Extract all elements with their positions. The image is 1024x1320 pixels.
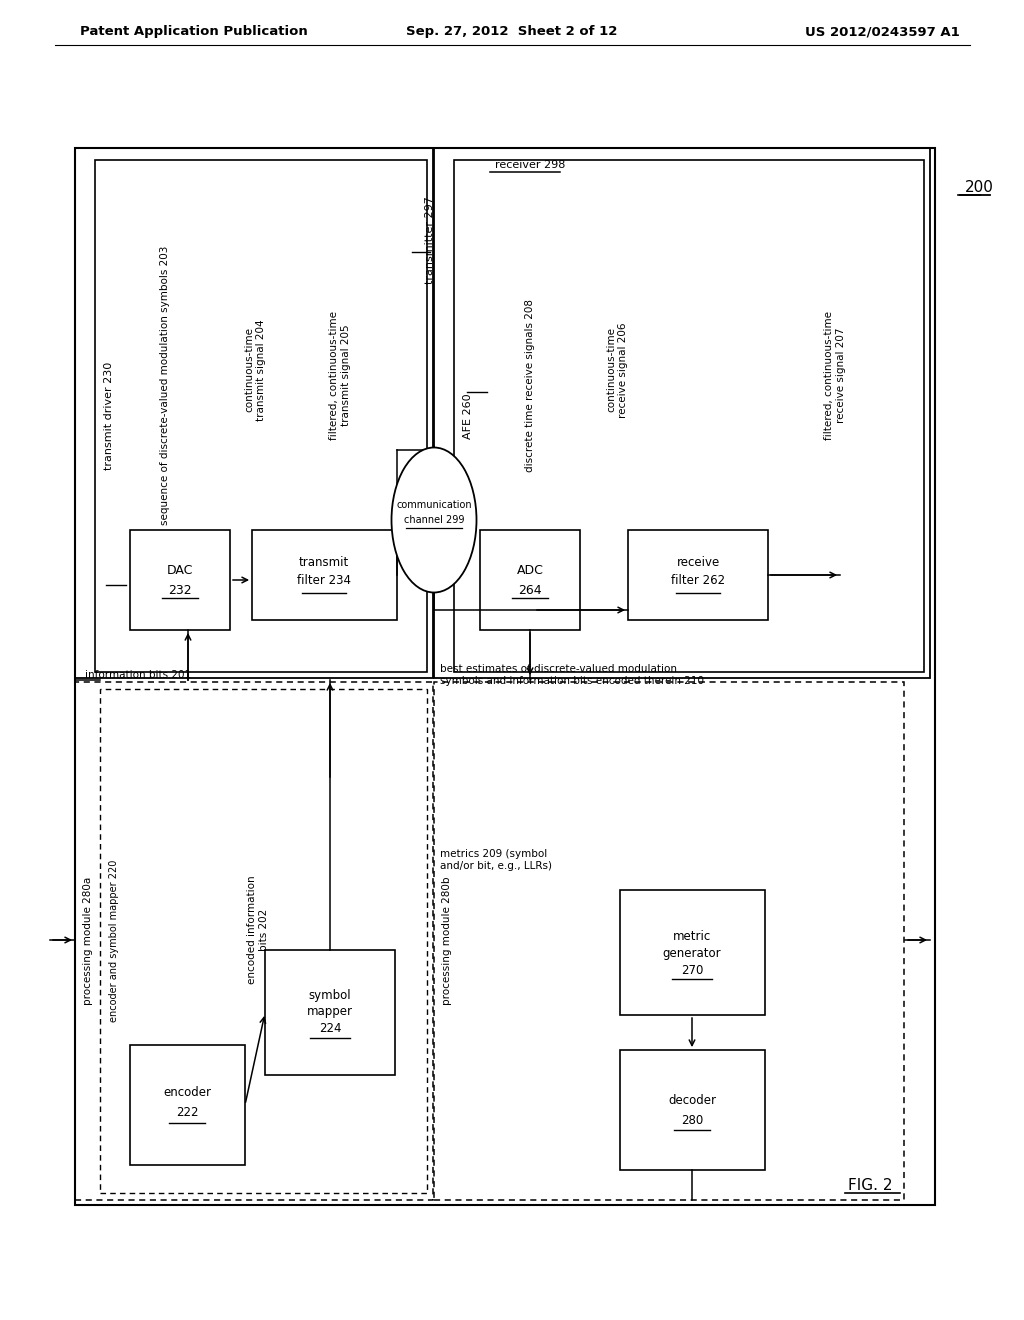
Bar (252, 531, 397, 620)
Text: filter 234: filter 234 (297, 573, 351, 586)
Text: 270: 270 (681, 964, 703, 977)
Text: ADC: ADC (516, 564, 544, 577)
Text: receiver 298: receiver 298 (495, 160, 565, 170)
Bar (75, 682, 433, 1200)
Text: processing module 280b: processing module 280b (442, 876, 452, 1006)
Text: encoder and symbol mapper 220: encoder and symbol mapper 220 (109, 859, 119, 1022)
Bar (480, 531, 580, 630)
Bar (265, 950, 395, 1074)
Text: receive: receive (677, 557, 720, 569)
Bar (130, 531, 230, 630)
Text: 280: 280 (681, 1114, 703, 1126)
Text: 222: 222 (176, 1106, 199, 1119)
Text: Patent Application Publication: Patent Application Publication (80, 25, 308, 38)
Text: best estimates of discrete-valued modulation
symbols and information bits encode: best estimates of discrete-valued modula… (440, 664, 705, 686)
Text: continuous-time
receive signal 206: continuous-time receive signal 206 (606, 322, 628, 417)
Text: Sep. 27, 2012  Sheet 2 of 12: Sep. 27, 2012 Sheet 2 of 12 (407, 25, 617, 38)
Bar (75, 148, 433, 678)
Text: metrics 209 (symbol
and/or bit, e.g., LLRs): metrics 209 (symbol and/or bit, e.g., LL… (440, 849, 552, 871)
Text: AFE 260: AFE 260 (463, 393, 473, 438)
Text: transmit: transmit (299, 557, 349, 569)
Text: symbol: symbol (308, 989, 351, 1002)
Text: 232: 232 (168, 583, 191, 597)
Text: generator: generator (663, 946, 721, 960)
Bar (628, 531, 768, 620)
Text: decoder: decoder (668, 1093, 716, 1106)
Text: mapper: mapper (307, 1005, 353, 1018)
Text: encoded information
bits 202: encoded information bits 202 (247, 875, 268, 985)
Text: channel 299: channel 299 (403, 515, 464, 525)
Text: 200: 200 (965, 181, 994, 195)
Text: continuous-time
transmit signal 204: continuous-time transmit signal 204 (244, 319, 266, 421)
Text: sequence of discrete-valued modulation symbols 203: sequence of discrete-valued modulation s… (160, 246, 170, 524)
Text: processing module 280a: processing module 280a (83, 876, 93, 1005)
Text: communication: communication (396, 500, 472, 510)
Bar (454, 160, 924, 672)
Text: US 2012/0243597 A1: US 2012/0243597 A1 (805, 25, 961, 38)
Text: discrete time receive signals 208: discrete time receive signals 208 (525, 298, 535, 471)
Text: transmitter 297: transmitter 297 (425, 197, 435, 284)
Bar (100, 689, 427, 1193)
Bar (434, 682, 904, 1200)
Text: information bits 201: information bits 201 (85, 671, 191, 680)
Text: DAC: DAC (167, 564, 194, 577)
Bar (130, 1045, 245, 1166)
Text: 224: 224 (318, 1023, 341, 1035)
Text: filtered, continuous-time
receive signal 207: filtered, continuous-time receive signal… (824, 310, 846, 440)
Text: transmit driver 230: transmit driver 230 (104, 362, 114, 470)
Text: 264: 264 (518, 583, 542, 597)
Text: metric: metric (673, 931, 711, 944)
Bar (620, 1049, 765, 1170)
Bar (434, 148, 930, 678)
Text: filter 262: filter 262 (671, 573, 725, 586)
Text: FIG. 2: FIG. 2 (848, 1177, 892, 1192)
Bar (620, 890, 765, 1015)
Text: filtered, continuous-time
transmit signal 205: filtered, continuous-time transmit signa… (329, 310, 351, 440)
Ellipse shape (391, 447, 476, 593)
Bar (95, 160, 427, 672)
Bar (75, 148, 935, 1205)
Text: encoder: encoder (163, 1086, 211, 1100)
